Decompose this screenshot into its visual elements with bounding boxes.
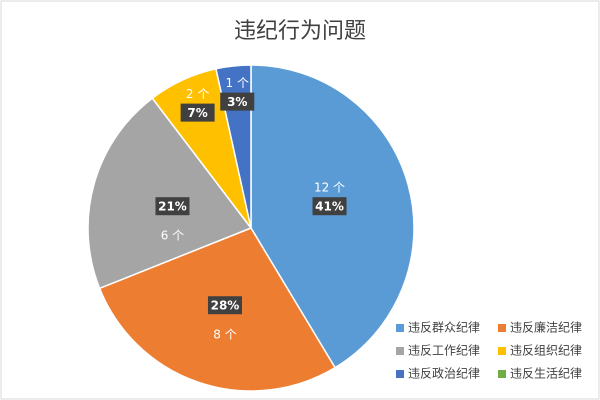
percent-label-box <box>220 92 255 111</box>
percent-label-box <box>312 197 347 216</box>
legend-swatch <box>498 347 506 355</box>
legend-label: 违反廉洁纪律 <box>510 320 582 335</box>
legend-swatch <box>498 324 506 332</box>
chart-title: 违纪行为问题 <box>234 19 366 44</box>
value-label: 6 个 <box>161 229 184 243</box>
legend-label: 违反政治纪律 <box>408 367 480 381</box>
value-label: 8 个 <box>213 328 236 342</box>
legend-swatch <box>396 347 404 355</box>
pie-slice <box>87 97 253 290</box>
value-label: 2 个 <box>186 87 209 101</box>
legend-swatch <box>498 370 506 378</box>
legend-label: 违反群众纪律 <box>408 321 480 335</box>
legend-label: 违反组织纪律 <box>510 344 582 358</box>
percent-label-box <box>180 103 215 122</box>
value-label: 1 个 <box>226 76 249 90</box>
percent-label: 28% <box>211 299 240 313</box>
value-label: 12 个 <box>314 181 345 195</box>
legend-label: 违反工作纪律 <box>408 344 480 358</box>
legend-label: 违反生活纪律 <box>510 367 582 381</box>
percent-label: 41% <box>315 200 344 214</box>
percent-label: 21% <box>158 200 187 214</box>
percent-label-box <box>155 197 190 216</box>
legend-swatch <box>396 370 404 378</box>
percent-label: 3% <box>227 95 247 109</box>
percent-label: 7% <box>187 106 207 120</box>
percent-label-box <box>207 296 242 315</box>
pie-slice <box>250 64 415 369</box>
legend-swatch <box>396 324 404 332</box>
